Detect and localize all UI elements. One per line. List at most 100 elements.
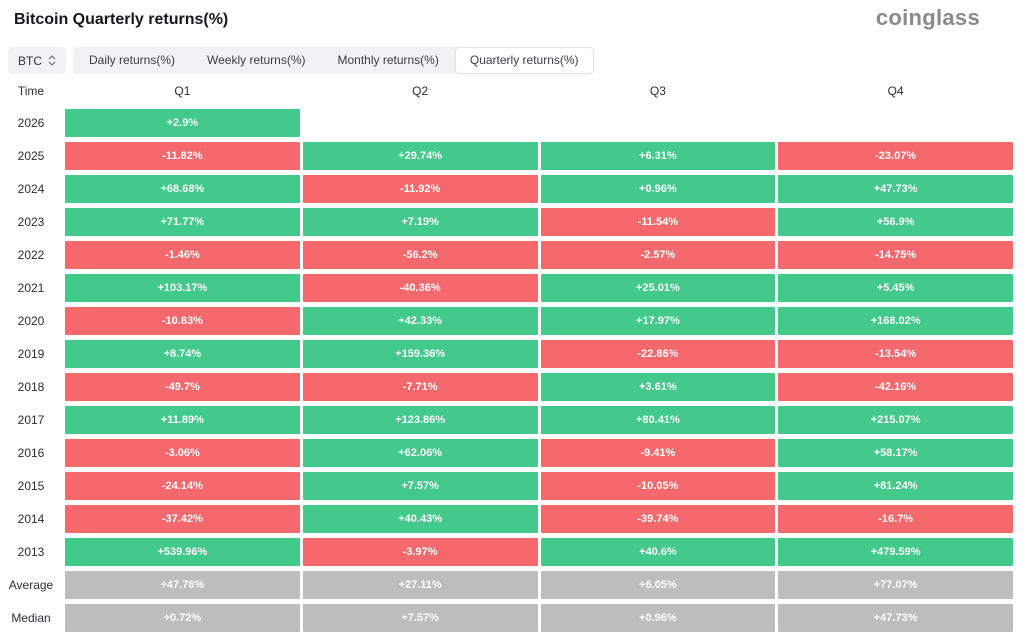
cell-2017-q3: +80.41% <box>540 406 776 434</box>
table-row-2016: 2016 -3.06% +62.06% -9.41% +58.17% <box>0 439 1013 467</box>
cell-2013-q4: +479.59% <box>778 538 1013 566</box>
cell-2019-q4: -13.54% <box>778 340 1013 368</box>
cell-average-q4: +77.07% <box>778 571 1013 599</box>
row-label: Median <box>11 611 51 625</box>
cell-2018-q4: -42.16% <box>778 373 1013 401</box>
row-label: 2023 <box>17 215 45 229</box>
tab-quarterly-returns[interactable]: Quarterly returns(%) <box>454 47 594 74</box>
table-row-2026: 2026 +2.9% <box>0 109 1013 137</box>
table-row-2023: 2023 +71.77% +7.19% -11.54% +56.9% <box>0 208 1013 236</box>
table-row-2018: 2018 -49.7% -7.71% +3.61% -42.16% <box>0 373 1013 401</box>
page-title: Bitcoin Quarterly returns(%) <box>14 11 229 28</box>
cell-2020-q3: +17.97% <box>540 307 776 335</box>
column-header-q2: Q2 <box>412 83 429 98</box>
cell-2024-q3: +0.96% <box>540 175 776 203</box>
table-row-2022: 2022 -1.46% -56.2% -2.57% -14.75% <box>0 241 1013 269</box>
cell-average-q3: +6.05% <box>540 571 776 599</box>
table-row-2025: 2025 -11.82% +29.74% +6.31% -23.07% <box>0 142 1013 170</box>
column-header-q1: Q1 <box>174 83 191 98</box>
cell-2015-q3: -10.05% <box>540 472 776 500</box>
cell-2026-q2 <box>303 109 538 137</box>
table-row-2014: 2014 -37.42% +40.43% -39.74% -16.7% <box>0 505 1013 533</box>
row-label: 2024 <box>17 182 45 196</box>
cell-2016-q2: +62.06% <box>302 439 538 467</box>
table-row-2017: 2017 +11.89% +123.86% +80.41% +215.07% <box>0 406 1013 434</box>
cell-2025-q1: -11.82% <box>65 142 300 170</box>
cell-median-q3: +0.96% <box>540 604 776 632</box>
cell-2017-q1: +11.89% <box>65 406 300 434</box>
cell-median-q4: +47.73% <box>778 604 1013 632</box>
returns-tab-group: Daily returns(%) Weekly returns(%) Month… <box>73 47 594 74</box>
cell-2022-q1: -1.46% <box>65 241 300 269</box>
symbol-select-value: BTC <box>18 53 42 68</box>
cell-2014-q4: -16.7% <box>778 505 1013 533</box>
cell-2023-q3: -11.54% <box>540 208 776 236</box>
tab-daily-returns[interactable]: Daily returns(%) <box>89 53 176 67</box>
cell-2026-q1: +2.9% <box>65 109 300 137</box>
symbol-select[interactable]: BTC <box>8 47 66 74</box>
cell-2015-q1: -24.14% <box>65 472 300 500</box>
returns-table: Time Q1 Q2 Q3 Q4 2026 +2.9% 2025 -11.82% +29.74% +… <box>0 83 1013 637</box>
row-label: 2016 <box>17 446 45 460</box>
table-row-2020: 2020 -10.83% +42.33% +17.97% +168.02% <box>0 307 1013 335</box>
cell-2019-q3: -22.86% <box>540 340 776 368</box>
column-header-q3: Q3 <box>649 83 666 98</box>
row-label: 2026 <box>17 116 45 130</box>
cell-2020-q4: +168.02% <box>778 307 1013 335</box>
row-label: 2017 <box>17 413 45 427</box>
row-label: Average <box>8 578 54 592</box>
cell-average-q1: +47.76% <box>65 571 300 599</box>
cell-2022-q3: -2.57% <box>540 241 776 269</box>
table-row-2024: 2024 +68.68% -11.92% +0.96% +47.73% <box>0 175 1013 203</box>
cell-2026-q4 <box>778 109 1013 137</box>
cell-2023-q1: +71.77% <box>65 208 300 236</box>
cell-2013-q2: -3.97% <box>302 538 538 566</box>
row-label: 2022 <box>17 248 45 262</box>
coinglass-logo: coinglass <box>875 5 980 30</box>
cell-2021-q3: +25.01% <box>540 274 776 302</box>
cell-2017-q2: +123.86% <box>302 406 538 434</box>
cell-2019-q1: +8.74% <box>65 340 300 368</box>
row-label: 2020 <box>17 314 45 328</box>
cell-2019-q2: +159.36% <box>302 340 538 368</box>
table-row-average: Average +47.76% +27.11% +6.05% +77.07% <box>0 571 1013 599</box>
cell-2018-q1: -49.7% <box>65 373 300 401</box>
row-label: 2018 <box>17 380 45 394</box>
cell-2016-q3: -9.41% <box>540 439 776 467</box>
up-down-sorter-icon <box>48 55 56 66</box>
table-row-2013: 2013 +539.96% -3.97% +40.6% +479.59% <box>0 538 1013 566</box>
cell-2025-q3: +6.31% <box>540 142 776 170</box>
row-label: 2015 <box>17 479 45 493</box>
cell-median-q2: +7.57% <box>302 604 538 632</box>
row-label: 2014 <box>17 512 45 526</box>
cell-2017-q4: +215.07% <box>778 406 1013 434</box>
cell-2014-q1: -37.42% <box>65 505 300 533</box>
cell-2016-q1: -3.06% <box>65 439 300 467</box>
cell-2022-q2: -56.2% <box>302 241 538 269</box>
column-header-q4: Q4 <box>887 83 904 98</box>
cell-2026-q3 <box>541 109 776 137</box>
tab-monthly-returns[interactable]: Monthly returns(%) <box>337 53 439 67</box>
cell-2024-q2: -11.92% <box>302 175 538 203</box>
cell-2024-q1: +68.68% <box>65 175 300 203</box>
cell-2015-q4: +81.24% <box>778 472 1013 500</box>
table-row-2019: 2019 +8.74% +159.36% -22.86% -13.54% <box>0 340 1013 368</box>
table-header-row: Time Q1 Q2 Q3 Q4 <box>0 83 1013 98</box>
row-label: 2019 <box>17 347 45 361</box>
cell-average-q2: +27.11% <box>302 571 538 599</box>
table-row-2015: 2015 -24.14% +7.57% -10.05% +81.24% <box>0 472 1013 500</box>
cell-2015-q2: +7.57% <box>302 472 538 500</box>
cell-2021-q4: +5.45% <box>778 274 1013 302</box>
cell-2018-q2: -7.71% <box>302 373 538 401</box>
cell-2021-q1: +103.17% <box>65 274 300 302</box>
cell-2013-q3: +40.6% <box>540 538 776 566</box>
cell-median-q1: +0.72% <box>65 604 300 632</box>
column-header-time: Time <box>17 83 45 98</box>
cell-2020-q2: +42.33% <box>302 307 538 335</box>
cell-2021-q2: -40.36% <box>302 274 538 302</box>
cell-2020-q1: -10.83% <box>65 307 300 335</box>
cell-2025-q4: -23.07% <box>778 142 1013 170</box>
tab-weekly-returns[interactable]: Weekly returns(%) <box>207 53 306 67</box>
table-row-2021: 2021 +103.17% -40.36% +25.01% +5.45% <box>0 274 1013 302</box>
